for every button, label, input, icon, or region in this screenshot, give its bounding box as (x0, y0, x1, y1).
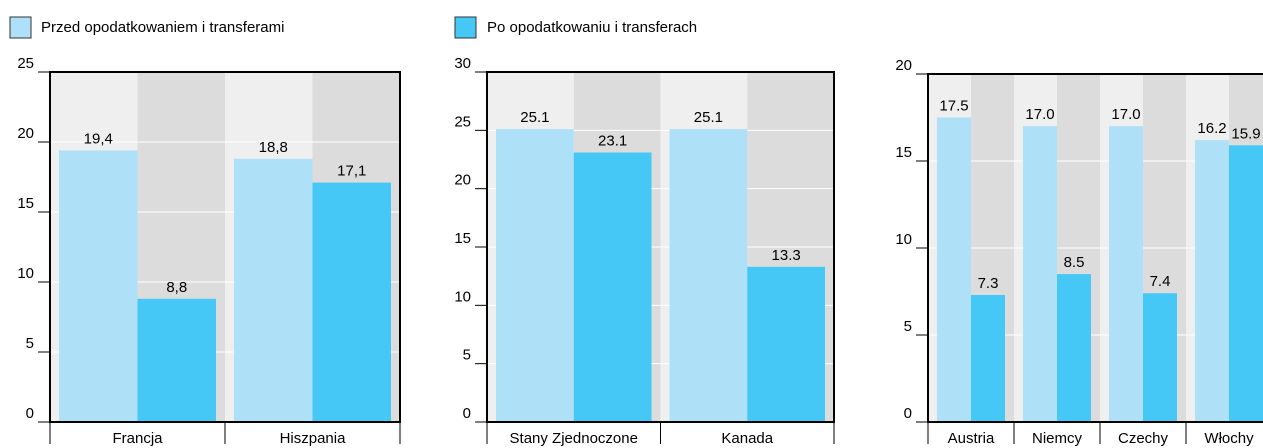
data-label: 18,8 (259, 139, 288, 156)
data-label: 17.0 (1025, 106, 1054, 123)
x-tick-label: Austria (948, 430, 995, 447)
data-label: 8.5 (1064, 254, 1085, 271)
y-tick-label: 0 (904, 405, 912, 422)
bar (137, 298, 216, 422)
x-tick-label: Hiszpania (280, 430, 347, 447)
bar (234, 158, 313, 423)
bar (971, 294, 1005, 422)
bar (669, 129, 748, 422)
data-label: 23.1 (598, 132, 627, 149)
data-label: 17.0 (1111, 106, 1140, 123)
y-tick-label: 5 (26, 335, 34, 352)
legend-swatch (454, 16, 477, 39)
data-label: 25.1 (520, 109, 549, 126)
bar (1057, 274, 1091, 422)
y-tick-label: 20 (17, 125, 34, 142)
bar (59, 150, 138, 422)
y-tick-label: 5 (904, 318, 912, 335)
legend-label: Przed opodatkowaniem i transferami (41, 19, 284, 36)
bar (1195, 140, 1229, 422)
x-tick-label: Włochy (1204, 430, 1254, 447)
y-tick-label: 25 (17, 55, 34, 72)
legend-swatch (9, 16, 32, 39)
data-label: 17.5 (939, 97, 968, 114)
data-label: 25.1 (694, 109, 723, 126)
x-tick-label: Francja (112, 430, 163, 447)
data-label: 7.3 (978, 275, 999, 292)
y-tick-label: 30 (454, 55, 471, 72)
data-label: 19,4 (84, 130, 113, 147)
x-tick-label: Czechy (1118, 430, 1169, 447)
bar (312, 182, 391, 422)
y-tick-label: 10 (895, 231, 912, 248)
legend-label: Po opodatkowaniu i transferach (487, 19, 697, 36)
data-label: 8,8 (166, 279, 187, 296)
y-tick-label: 0 (26, 405, 34, 422)
y-tick-label: 20 (895, 57, 912, 74)
y-tick-label: 15 (454, 230, 471, 247)
y-tick-label: 5 (463, 347, 471, 364)
y-tick-label: 15 (17, 195, 34, 212)
data-label: 17,1 (337, 163, 366, 180)
bar (1143, 293, 1177, 422)
data-label: 15.9 (1231, 125, 1260, 142)
y-tick-label: 10 (17, 265, 34, 282)
data-label: 16.2 (1197, 120, 1226, 137)
bar (937, 117, 971, 422)
data-label: 7.4 (1150, 273, 1171, 290)
data-label: 13.3 (772, 247, 801, 264)
y-tick-label: 20 (454, 172, 471, 189)
y-tick-label: 25 (454, 113, 471, 130)
bar (747, 266, 825, 422)
bar (1023, 126, 1057, 422)
bar (1109, 126, 1143, 422)
bar (573, 152, 652, 422)
x-tick-label: Kanada (721, 430, 773, 447)
bar (1229, 145, 1263, 422)
y-tick-label: 0 (463, 405, 471, 422)
x-tick-label: Niemcy (1032, 430, 1083, 447)
x-tick-label: Stany Zjednoczone (510, 430, 638, 447)
y-tick-label: 10 (454, 288, 471, 305)
bar (496, 129, 574, 422)
y-tick-label: 15 (895, 144, 912, 161)
